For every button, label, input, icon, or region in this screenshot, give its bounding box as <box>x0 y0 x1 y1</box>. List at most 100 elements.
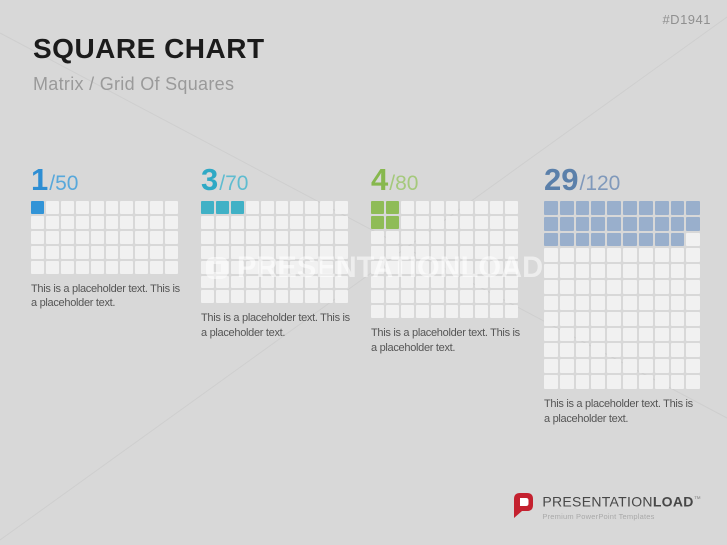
waffle-cell-empty <box>670 343 685 358</box>
waffle-cell-empty <box>201 215 214 229</box>
waffle-cell-empty <box>559 359 574 373</box>
waffle-value: 4 <box>371 162 389 197</box>
waffle-cell-empty <box>320 290 334 304</box>
waffle-cell-empty <box>623 280 637 294</box>
waffle-header: 3 /70 <box>201 163 348 197</box>
waffle-cell-empty <box>544 374 558 389</box>
waffle-cell-empty <box>623 327 637 342</box>
waffle-cell-filled <box>544 201 558 215</box>
slide-code: #D1941 <box>662 12 711 27</box>
waffle-cell-empty <box>305 215 319 229</box>
waffle-cell-filled <box>385 215 399 229</box>
waffle-cell-empty <box>490 305 504 319</box>
waffle-cell-filled <box>575 201 590 215</box>
waffle-cell-filled <box>385 201 399 214</box>
waffle-cell-empty <box>505 201 519 214</box>
waffle-cell-empty <box>475 305 489 319</box>
waffle-cell-empty <box>230 230 244 244</box>
waffle-cell-empty <box>607 295 622 310</box>
waffle-cell-filled <box>686 216 701 231</box>
waffle-cell-empty <box>60 215 74 229</box>
waffle-cell-filled <box>591 201 606 215</box>
waffle-cell-empty <box>120 245 134 259</box>
waffle-cell-empty <box>415 230 429 244</box>
waffle-cell-filled <box>638 201 653 215</box>
waffle-cell-empty <box>654 264 669 279</box>
waffle-cell-empty <box>120 230 134 244</box>
waffle-cell-empty <box>230 260 244 274</box>
waffle-group-3: 4 /80 This is a placeholder text. This i… <box>371 162 520 356</box>
waffle-cell-empty <box>75 230 89 244</box>
waffle-cell-empty <box>245 215 259 229</box>
waffle-cell-empty <box>460 230 474 244</box>
waffle-cell-empty <box>165 245 179 259</box>
waffle-cell-empty <box>654 359 669 373</box>
waffle-cell-empty <box>686 343 701 358</box>
waffle-cell-empty <box>165 215 179 229</box>
waffle-cell-empty <box>75 201 89 214</box>
waffle-cell-empty <box>105 201 119 214</box>
waffle-cell-empty <box>320 215 334 229</box>
waffle-cell-empty <box>245 260 259 274</box>
brand-tagline: Premium PowerPoint Templates <box>542 512 655 521</box>
waffle-cell-empty <box>460 245 474 259</box>
waffle-cell-empty <box>385 290 399 304</box>
waffle-cell-empty <box>607 359 622 373</box>
waffle-cell-empty <box>575 248 590 263</box>
waffle-cell-empty <box>686 311 701 326</box>
waffle-cell-empty <box>135 201 149 214</box>
waffle-cell-empty <box>686 374 701 389</box>
waffle-cell-empty <box>371 305 384 319</box>
waffle-cell-empty <box>385 305 399 319</box>
waffle-cell-empty <box>201 260 214 274</box>
waffle-cell-empty <box>31 260 44 274</box>
waffle-cell-empty <box>415 260 429 274</box>
waffle-cell-empty <box>490 201 504 214</box>
waffle-cell-filled <box>638 232 653 247</box>
waffle-header: 29 /120 <box>544 163 700 197</box>
waffle-cell-empty <box>638 248 653 263</box>
waffle-cell-empty <box>591 248 606 263</box>
waffle-cell-filled <box>201 201 214 214</box>
page-subtitle: Matrix / Grid Of Squares <box>33 74 235 94</box>
waffle-cell-empty <box>260 245 274 259</box>
waffle-cell-empty <box>654 374 669 389</box>
waffle-cell-empty <box>559 374 574 389</box>
waffle-cell-filled <box>544 232 558 247</box>
waffle-cell-empty <box>45 230 59 244</box>
waffle-cell-empty <box>430 275 444 289</box>
waffle-caption: This is a placeholder text. This is a pl… <box>31 282 180 310</box>
waffle-cell-empty <box>654 295 669 310</box>
waffle-cell-empty <box>670 311 685 326</box>
waffle-cell-empty <box>400 215 414 229</box>
waffle-cell-filled <box>654 201 669 215</box>
waffle-cell-empty <box>490 230 504 244</box>
waffle-cell-empty <box>135 215 149 229</box>
waffle-cell-empty <box>475 275 489 289</box>
waffle-cell-empty <box>591 264 606 279</box>
waffle-cell-empty <box>475 215 489 229</box>
waffle-cell-empty <box>654 343 669 358</box>
waffle-caption: This is a placeholder text. This is a pl… <box>201 312 350 340</box>
waffle-cell-empty <box>559 248 574 263</box>
waffle-cell-empty <box>686 280 701 294</box>
waffle-cell-empty <box>638 280 653 294</box>
waffle-cell-empty <box>544 311 558 326</box>
waffle-cell-empty <box>45 260 59 274</box>
waffle-total: /50 <box>49 172 79 195</box>
waffle-cell-empty <box>686 295 701 310</box>
waffle-cell-empty <box>201 275 214 289</box>
waffle-cell-empty <box>75 245 89 259</box>
waffle-cell-filled <box>686 201 701 215</box>
waffle-cell-empty <box>230 245 244 259</box>
waffle-caption: This is a placeholder text. This is a pl… <box>544 397 693 425</box>
waffle-cell-empty <box>400 290 414 304</box>
waffle-cell-empty <box>230 215 244 229</box>
waffle-cell-empty <box>607 327 622 342</box>
waffle-total: /120 <box>579 172 621 195</box>
waffle-cell-empty <box>105 245 119 259</box>
waffle-cell-empty <box>335 290 349 304</box>
waffle-cell-empty <box>90 245 104 259</box>
waffle-cell-empty <box>430 230 444 244</box>
waffle-cell-empty <box>559 295 574 310</box>
